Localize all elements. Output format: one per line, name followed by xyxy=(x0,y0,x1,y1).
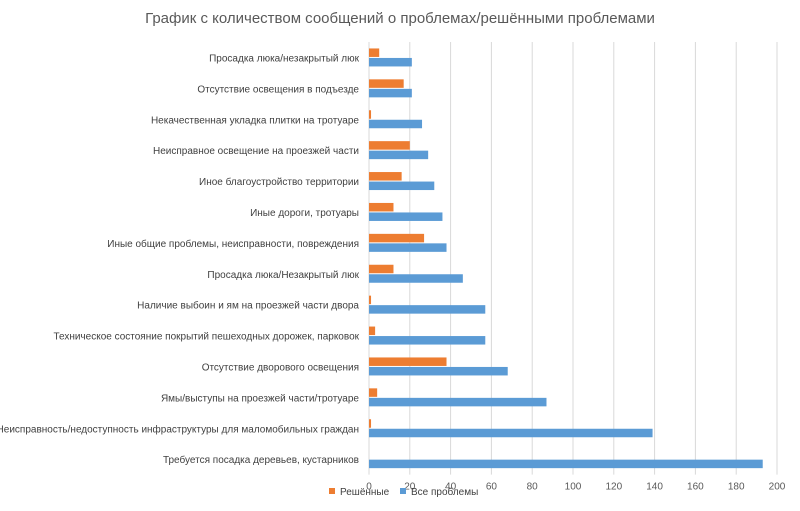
x-tick-label: 180 xyxy=(728,482,745,493)
bar-solved xyxy=(369,202,394,212)
legend-label-solved: Решённые xyxy=(340,487,390,498)
category-label: Иное благоустройство территории xyxy=(199,176,359,188)
bar-all-problems xyxy=(369,366,508,376)
category-labels: Просадка люка/незакрытый люк Отсутствие о… xyxy=(0,53,360,466)
bar-all-problems xyxy=(369,305,486,314)
x-tick-label: 140 xyxy=(646,482,663,493)
bar-solved xyxy=(369,233,425,243)
x-tick-label: 80 xyxy=(527,482,539,493)
x-tick-label: 100 xyxy=(565,482,582,493)
bar-all-problems xyxy=(369,274,463,283)
category-label: Ямы/выступы на проезжей части/тротуаре xyxy=(161,393,359,404)
bar-all-problems xyxy=(369,119,423,129)
bar-solved xyxy=(369,326,376,336)
bar-all-problems xyxy=(369,181,435,191)
x-tick-label: 40 xyxy=(445,482,457,493)
bar-all-problems xyxy=(369,428,653,438)
category-label: Отсутствие освещения в подъезде xyxy=(197,84,359,95)
category-label: Иные общие проблемы, неисправности, повр… xyxy=(107,238,359,250)
category-label: Просадка люка/Незакрытый люк xyxy=(207,270,359,281)
category-label: Неисправность/недоступность инфраструкту… xyxy=(0,423,359,435)
category-label: Наличие выбоин и ям на проезжей части дв… xyxy=(137,300,359,312)
category-label: Иные дороги, тротуары xyxy=(250,208,359,219)
bars xyxy=(369,48,763,469)
chart-title: График с количеством сообщений о проблем… xyxy=(145,10,655,27)
bar-all-problems xyxy=(369,243,447,252)
bar-solved xyxy=(369,172,402,181)
legend: Решённые Все проблемы xyxy=(329,486,478,498)
bar-solved xyxy=(369,141,410,150)
x-tick-label: 200 xyxy=(769,482,786,493)
bar-solved xyxy=(369,419,372,428)
category-label: Некачественная укладка плитки на тротуар… xyxy=(151,115,359,126)
bar-solved xyxy=(369,110,372,119)
bar-solved xyxy=(369,79,404,88)
bar-all-problems xyxy=(369,88,412,98)
bar-all-problems xyxy=(369,57,412,67)
x-axis-ticks: 0 20 40 60 80 100 120 140 160 180 200 xyxy=(366,482,786,493)
category-label: Техническое состояние покрытий пешеходны… xyxy=(53,332,359,343)
category-label: Просадка люка/незакрытый люк xyxy=(209,53,360,64)
bar-solved xyxy=(369,357,447,366)
category-label: Отсутствие дворового освещения xyxy=(202,362,359,373)
x-tick-label: 0 xyxy=(366,482,372,493)
x-tick-label: 160 xyxy=(687,482,704,493)
category-label: Требуется посадка деревьев, кустарников xyxy=(163,454,359,466)
x-tick-label: 120 xyxy=(605,482,622,493)
legend-label-all: Все проблемы xyxy=(411,486,478,498)
legend-swatch-solved xyxy=(329,488,335,494)
bar-all-problems xyxy=(369,336,486,345)
gridlines xyxy=(368,42,778,475)
x-tick-label: 20 xyxy=(404,482,416,493)
bar-solved xyxy=(369,48,380,57)
legend-swatch-all xyxy=(400,488,406,494)
bar-all-problems xyxy=(369,397,547,407)
x-tick-label: 60 xyxy=(486,482,498,493)
category-label: Неисправное освещение на проезжей части xyxy=(153,146,359,157)
bar-solved xyxy=(369,388,378,397)
bar-all-problems xyxy=(369,150,429,160)
bar-all-problems xyxy=(369,459,763,469)
bar-solved xyxy=(369,295,372,305)
bar-solved xyxy=(369,264,394,274)
bar-all-problems xyxy=(369,212,443,221)
